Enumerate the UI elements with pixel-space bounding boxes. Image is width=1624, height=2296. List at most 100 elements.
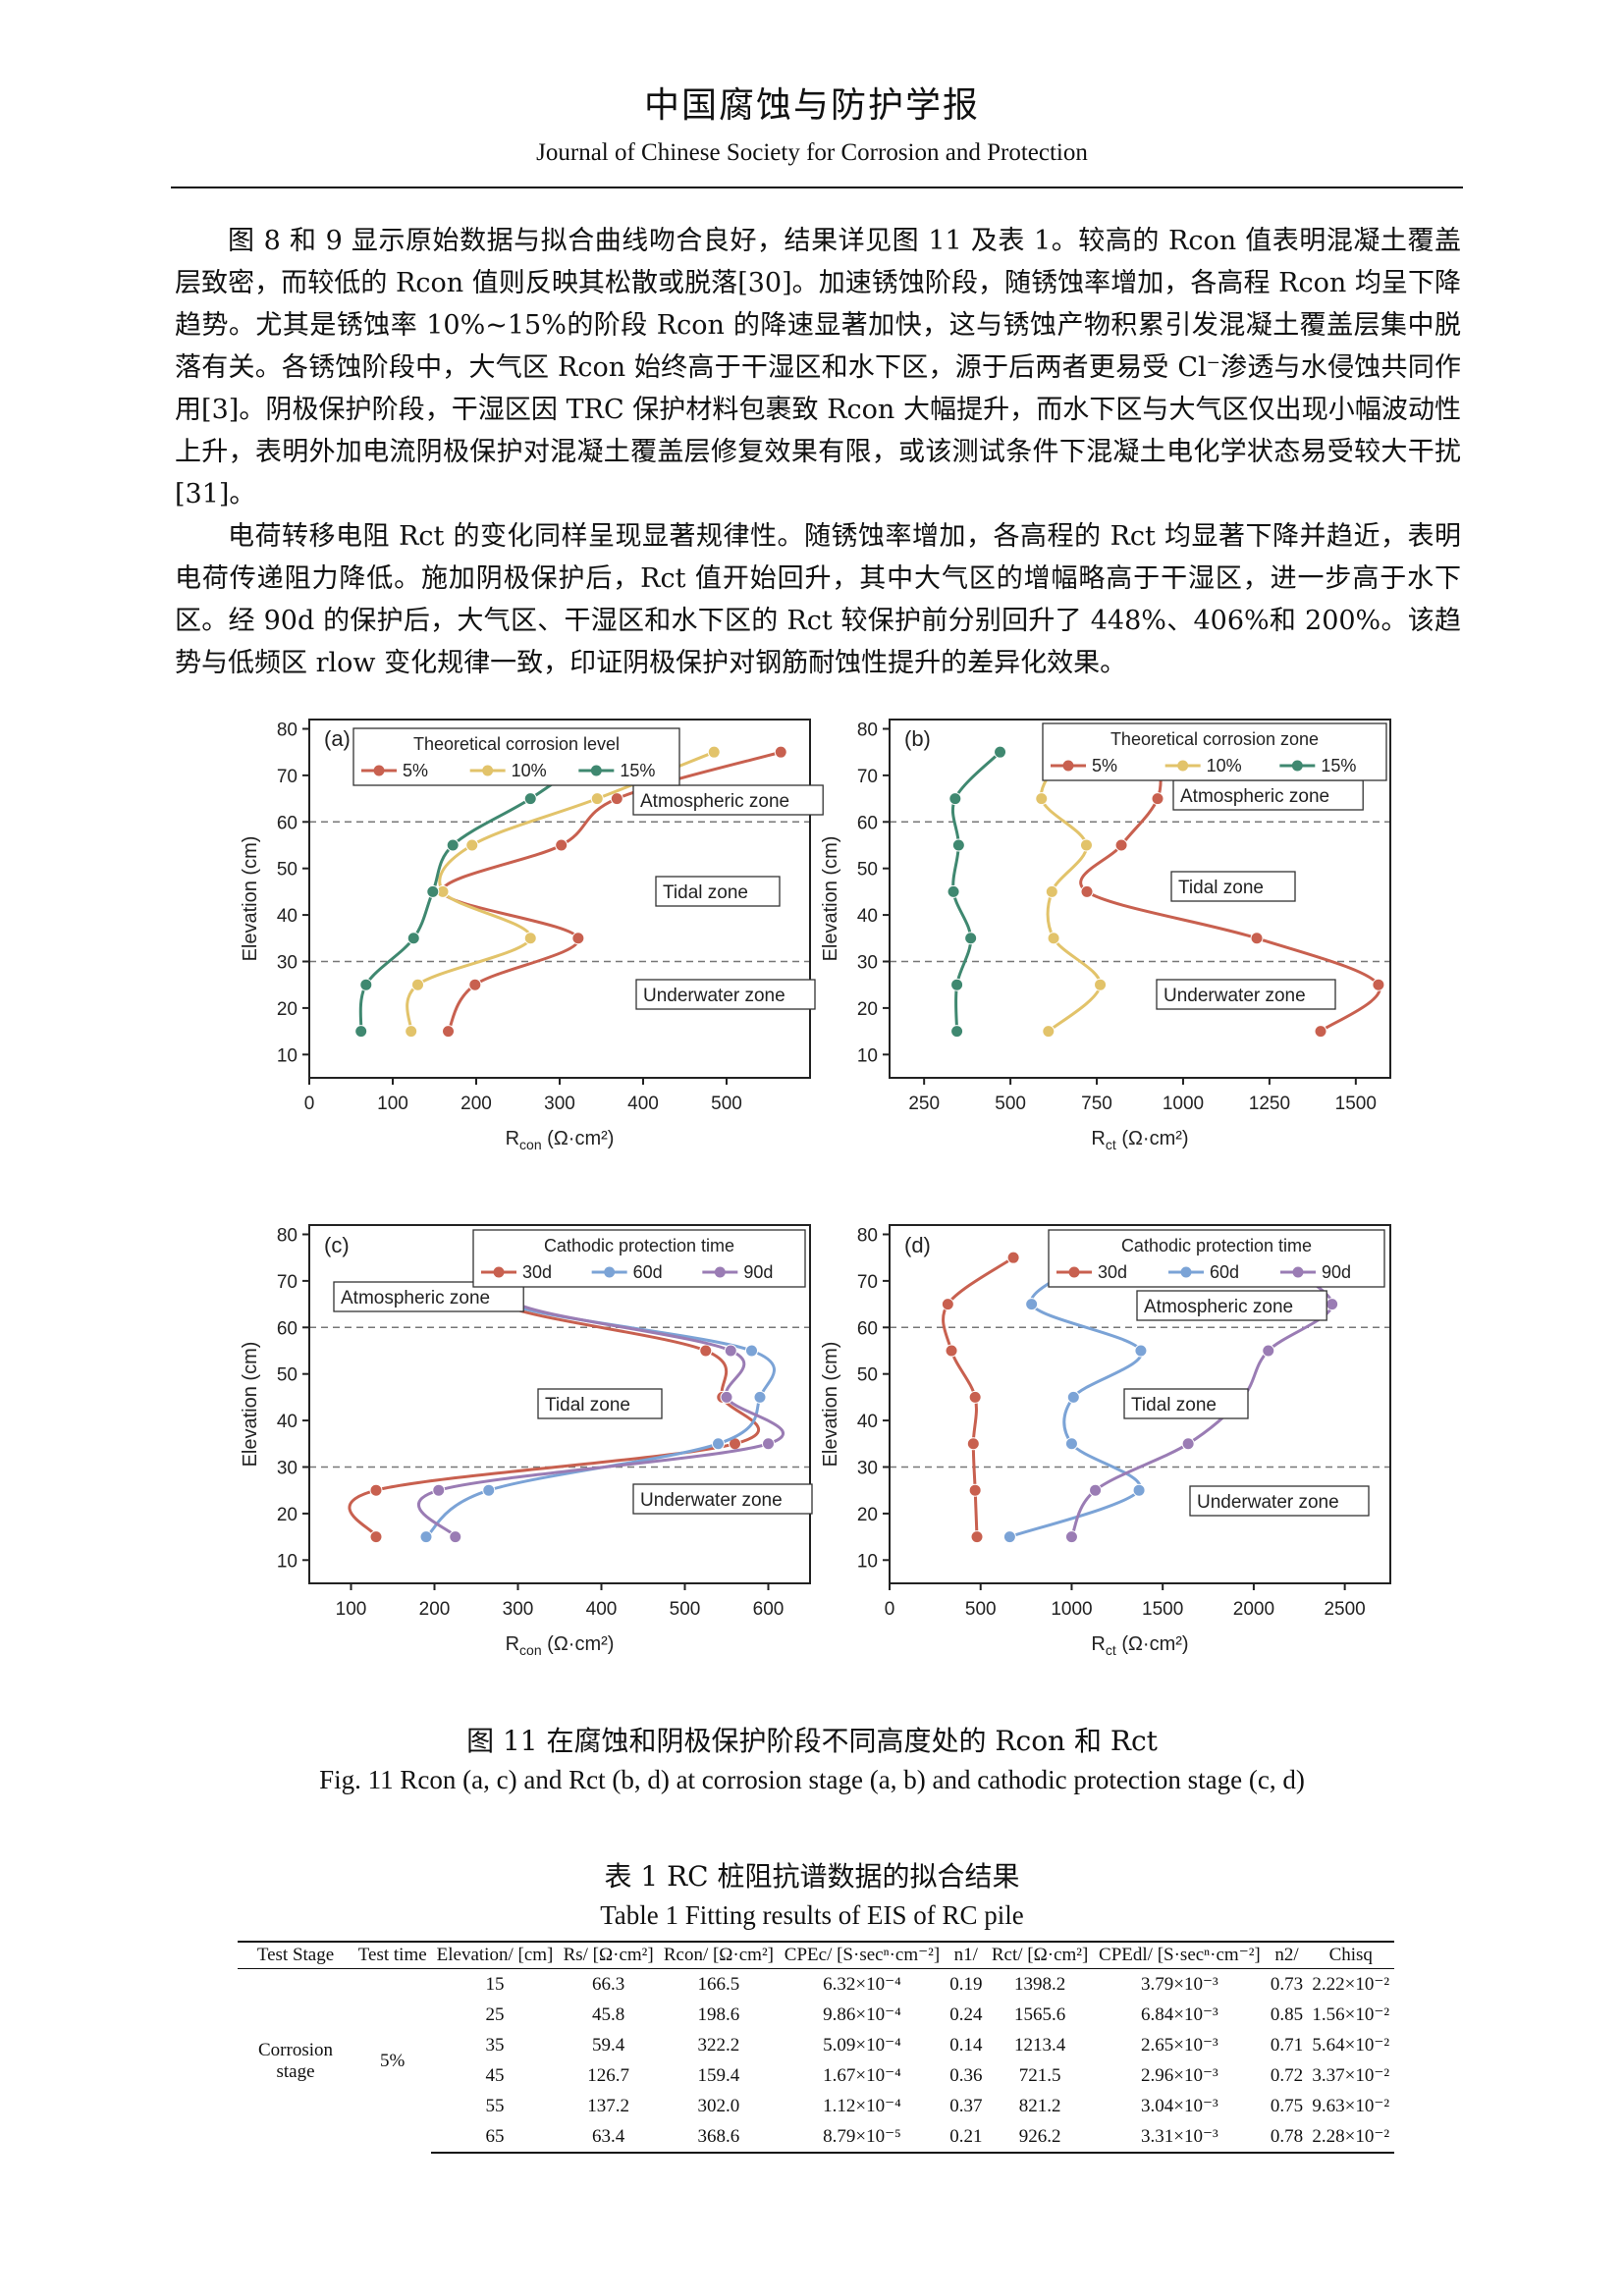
data-point <box>405 1025 418 1039</box>
data-point <box>411 978 424 991</box>
table-cell: 1.67×10⁻⁴ <box>823 2065 901 2086</box>
y-tick-label: 60 <box>277 813 298 833</box>
data-point <box>968 1483 982 1497</box>
data-point <box>359 978 373 991</box>
table-cell: 1398.2 <box>1013 1973 1066 1995</box>
zone-label-box <box>655 876 781 907</box>
legend-box <box>472 1229 806 1288</box>
y-tick-label: 50 <box>277 860 298 881</box>
x-tick-label: 1000 <box>1051 1599 1092 1620</box>
data-point <box>1080 884 1094 898</box>
data-point <box>968 1390 982 1404</box>
data-point <box>1064 1530 1078 1544</box>
table-cell: 0.14 <box>949 2034 983 2056</box>
data-point <box>590 792 604 806</box>
data-point <box>1132 1483 1146 1497</box>
table-cell: 821.2 <box>1018 2095 1061 2116</box>
legend-entry-label: 30d <box>522 1262 552 1282</box>
data-point <box>1250 932 1264 945</box>
time-cell: 5% <box>380 2050 406 2071</box>
table-caption-en: Table 1 Fitting results of EIS of RC pil… <box>600 1900 1024 1930</box>
x-tick-label: 100 <box>336 1599 367 1620</box>
legend-swatch-dot <box>590 765 602 776</box>
data-point <box>465 838 479 852</box>
x-axis-label: Rcon (Ω·cm²) <box>506 1633 615 1658</box>
data-point <box>1006 1251 1020 1264</box>
zone-label: Tidal zone <box>663 882 748 903</box>
fitting-table: Test Stage Test time Elevation/ [cm] Rs/ [Ω… <box>238 1941 1394 2154</box>
table-row: 55 137.2 302.0 1.12×10⁻⁴ 0.37 821.2 3.04×10⁻³ 0… <box>238 2091 1394 2121</box>
table-cell: 198.6 <box>697 2003 740 2025</box>
zone-label: Tidal zone <box>1178 878 1264 898</box>
y-tick-label: 50 <box>857 860 878 881</box>
legend-swatch-dot <box>1291 760 1303 772</box>
legend-entry-label: 60d <box>1210 1262 1239 1282</box>
data-point <box>369 1530 383 1544</box>
table-cell: 302.0 <box>697 2095 740 2116</box>
zone-label-box <box>632 1483 813 1515</box>
y-axis-label: Elevation (cm) <box>240 1342 261 1468</box>
data-point <box>1025 1298 1039 1311</box>
data-point <box>446 838 460 852</box>
y-tick-label: 70 <box>857 1272 878 1293</box>
y-tick-label: 30 <box>857 952 878 973</box>
data-point <box>1066 1390 1080 1404</box>
table-cell: 1565.6 <box>1013 2003 1066 2025</box>
chart-panel-3: 100 200 300 400 500 600 10 20 30 40 50 60 70 80 Rcon (… <box>240 1224 813 1658</box>
plot-frame <box>308 1224 811 1584</box>
paragraph-1: 图 8 和 9 显示原始数据与拟合曲线吻合良好，结果详见图 11 及表 1。较高… <box>175 226 1461 509</box>
x-axis-label: Rct (Ω·cm²) <box>1091 1128 1188 1152</box>
zone-label-box <box>635 979 816 1010</box>
x-tick-label: 1500 <box>1142 1599 1183 1620</box>
data-point <box>951 838 965 852</box>
data-point <box>419 1530 433 1544</box>
y-tick-label: 80 <box>857 720 878 740</box>
zone-label: Underwater zone <box>640 1490 783 1511</box>
table-header-cell: CPEc/ [S·secⁿ·cm⁻²] <box>779 1941 946 1969</box>
x-tick-label: 400 <box>586 1599 618 1620</box>
table-header-cell: Test Stage <box>238 1941 353 1969</box>
table-cell: 0.19 <box>949 1973 983 1995</box>
panel-label: (b) <box>904 726 931 751</box>
zone-label-box <box>1123 1388 1249 1419</box>
table-cell: 368.6 <box>658 2121 780 2154</box>
table-cell: 35 <box>485 2034 505 2056</box>
legend-swatch-dot <box>1062 760 1074 772</box>
legend-entry-label: 30d <box>1098 1262 1127 1282</box>
y-tick-label: 10 <box>277 1551 298 1572</box>
table-row: 25 45.8 198.6 9.86×10⁻⁴ 0.24 1565.6 6.84×10⁻³ 0… <box>238 2000 1394 2030</box>
table-header-cell: Rcon/ [Ω·cm²] <box>658 1941 780 1969</box>
table-header-cell: Chisq <box>1307 1941 1394 1969</box>
legend-swatch-dot <box>373 765 385 776</box>
figure-caption-cn: 图 11 在腐蚀和阴极保护阶段不同高度处的 Rcon 和 Rct <box>466 1725 1158 1757</box>
table-cell: 322.2 <box>697 2034 740 2056</box>
data-point <box>950 978 964 991</box>
data-point <box>745 1344 758 1358</box>
legend-entry-label: 60d <box>633 1262 663 1282</box>
data-point <box>555 838 568 852</box>
legend-swatch-dot <box>1292 1266 1304 1278</box>
data-point <box>941 1298 954 1311</box>
data-point <box>994 745 1007 759</box>
legend-entry-label: 15% <box>1321 756 1356 775</box>
legend-swatch-dot <box>1068 1266 1080 1278</box>
x-tick-label: 400 <box>627 1094 659 1114</box>
zone-label: Atmospheric zone <box>1144 1297 1293 1317</box>
x-tick-label: 600 <box>753 1599 785 1620</box>
x-tick-label: 500 <box>670 1599 701 1620</box>
data-point <box>724 1344 737 1358</box>
table-cell: 5.09×10⁻⁴ <box>823 2035 901 2056</box>
data-point <box>947 884 960 898</box>
table-cell: 5.64×10⁻² <box>1312 2035 1390 2056</box>
y-tick-label: 20 <box>277 1505 298 1525</box>
x-tick-label: 500 <box>965 1599 997 1620</box>
table-header-cell: Rct/ [Ω·cm²] <box>986 1941 1094 1969</box>
zone-label-box <box>1156 979 1336 1010</box>
table-cell: 1213.4 <box>1013 2034 1066 2056</box>
y-axis-label: Elevation (cm) <box>240 836 261 962</box>
table-cell: 159.4 <box>697 2064 740 2086</box>
zone-label: Atmospheric zone <box>1180 786 1329 807</box>
legend-swatch-dot <box>493 1266 505 1278</box>
table-row: 45 126.7 159.4 1.67×10⁻⁴ 0.36 721.5 2.96×10⁻³ 0… <box>238 2060 1394 2091</box>
x-tick-label: 1500 <box>1335 1094 1377 1114</box>
